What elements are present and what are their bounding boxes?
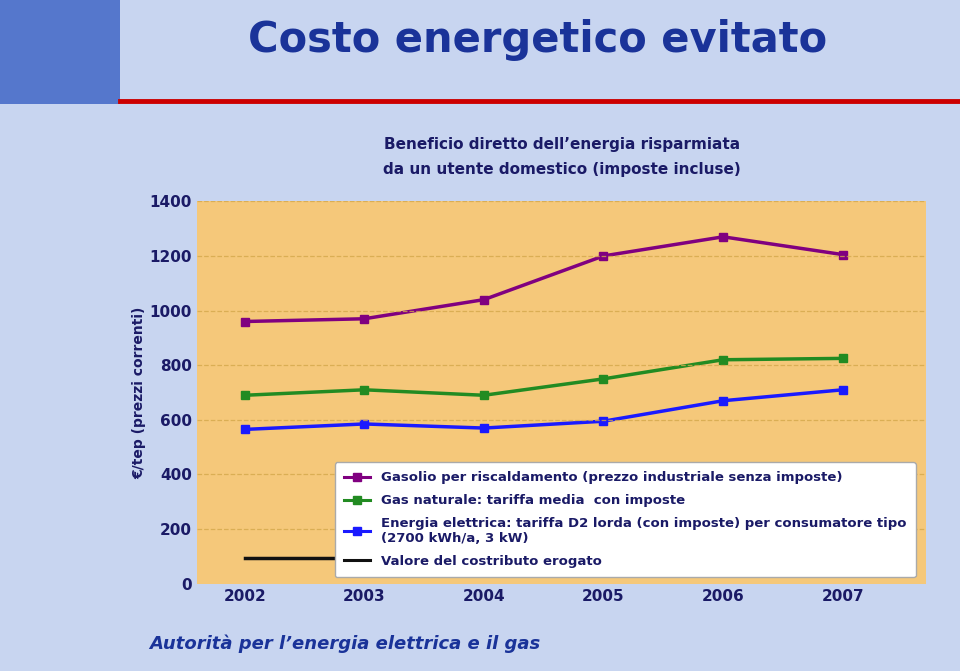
Bar: [6, 603, 114, 660]
Text: Beneficio diretto dell’energia risparmiata: Beneficio diretto dell’energia risparmia…: [384, 137, 739, 152]
Text: da un utente domestico (imposte incluse): da un utente domestico (imposte incluse): [383, 162, 740, 176]
Bar: [0, 0, 120, 104]
Legend: Gasolio per riscaldamento (prezzo industriale senza imposte), Gas naturale: tari: Gasolio per riscaldamento (prezzo indust…: [335, 462, 916, 577]
Text: Autorità per l’energia elettrica e il gas: Autorità per l’energia elettrica e il ga…: [149, 635, 540, 654]
Text: €/tep (prezzi correnti): €/tep (prezzi correnti): [132, 307, 146, 478]
Text: Costo energetico evitato: Costo energetico evitato: [248, 19, 828, 60]
